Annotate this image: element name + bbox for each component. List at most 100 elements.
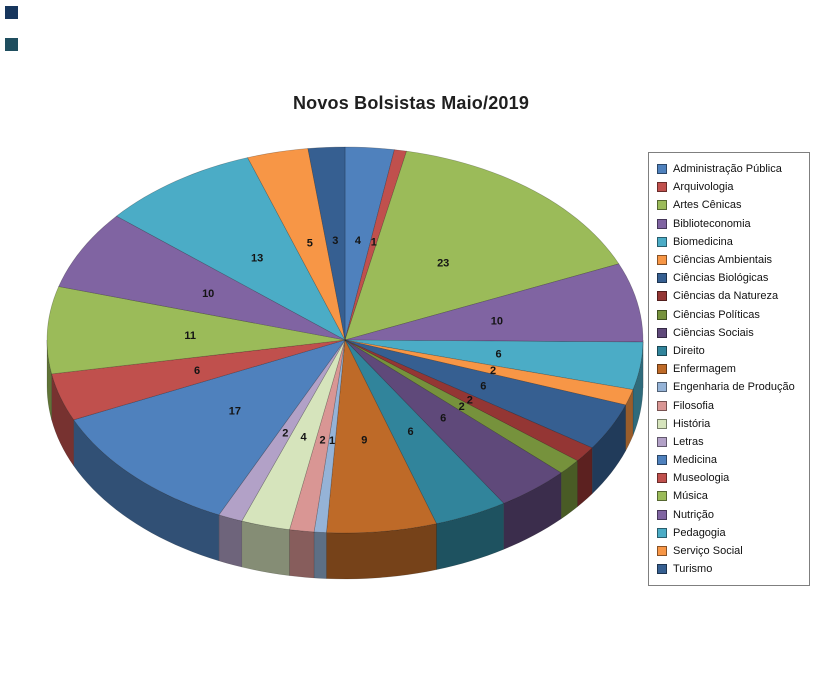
slice-value-label: 6	[440, 413, 446, 425]
legend-label: Ciências da Natureza	[673, 290, 779, 303]
legend-swatch	[657, 418, 667, 429]
pie-slice-side	[289, 529, 315, 579]
legend-label: Ciências Sociais	[673, 326, 754, 339]
slice-value-label: 5	[307, 237, 313, 249]
legend-item: Biomedicina	[654, 233, 804, 251]
slice-value-label: 10	[202, 288, 214, 300]
legend-swatch	[657, 164, 667, 175]
slice-value-label: 4	[355, 235, 362, 247]
pie-slice	[73, 339, 346, 516]
pie-slice	[241, 339, 346, 530]
legend-item: História	[654, 415, 804, 433]
legend-item: Letras	[654, 433, 804, 451]
legend-label: Música	[673, 490, 708, 503]
chart-title: Novos Bolsistas Maio/2019	[292, 93, 530, 113]
pie-slice	[344, 339, 627, 449]
legend-label: Ciências Ambientais	[673, 254, 773, 267]
legend-item: Ciências Políticas	[654, 306, 804, 324]
legend-label: Enfermagem	[673, 363, 736, 376]
legend-item: Filosofia	[654, 396, 804, 414]
legend-item: Museologia	[654, 469, 804, 487]
slice-value-label: 6	[480, 380, 486, 392]
legend-swatch	[657, 236, 667, 247]
pie-slice	[344, 146, 395, 341]
slice-value-label: 2	[459, 401, 465, 413]
legend-item: Nutrição	[654, 506, 804, 524]
legend-swatch	[657, 491, 667, 502]
slice-value-label: 2	[282, 428, 288, 440]
slice-value-label: 1	[329, 435, 335, 447]
legend-swatch	[657, 473, 667, 484]
legend-swatch	[657, 182, 667, 193]
slice-value-label: 17	[229, 406, 241, 418]
legend-label: Serviço Social	[673, 545, 743, 558]
legend-label: Ciências Políticas	[673, 308, 760, 321]
legend-item: Ciências Biológicas	[654, 269, 804, 287]
legend-item: Turismo	[654, 560, 804, 578]
legend-label: Nutrição	[673, 508, 714, 521]
legend-item: Engenharia de Produção	[654, 378, 804, 396]
legend-label: Biomedicina	[673, 235, 733, 248]
legend-label: Direito	[673, 344, 705, 357]
legend-swatch	[657, 291, 667, 302]
slice-value-label: 11	[184, 330, 196, 342]
corner-square-decoration	[5, 38, 18, 51]
legend-swatch	[657, 309, 667, 320]
legend-swatch	[657, 546, 667, 557]
slice-value-label: 6	[194, 365, 200, 377]
legend-item: Medicina	[654, 451, 804, 469]
corner-square-decoration	[5, 6, 18, 19]
legend-item: Enfermagem	[654, 360, 804, 378]
slice-value-label: 2	[319, 434, 325, 446]
legend-item: Ciências Ambientais	[654, 251, 804, 269]
pie-slice	[344, 339, 505, 525]
legend-item: Arquivologia	[654, 178, 804, 196]
legend-label: Arquivologia	[673, 181, 734, 194]
legend-swatch	[657, 509, 667, 520]
legend-label: Artes Cênicas	[673, 199, 742, 212]
legend-swatch	[657, 400, 667, 411]
slice-value-label: 13	[251, 252, 263, 264]
legend-label: Ciências Biológicas	[673, 272, 769, 285]
legend-item: Ciências Sociais	[654, 324, 804, 342]
pie-slice	[344, 339, 644, 390]
slice-value-label: 23	[437, 257, 449, 269]
legend-swatch	[657, 382, 667, 393]
slice-value-label: 2	[490, 365, 496, 377]
slice-value-label: 10	[491, 315, 503, 327]
legend-label: Biblioteconomia	[673, 217, 751, 230]
legend-swatch	[657, 327, 667, 338]
pie-slice	[307, 146, 346, 341]
slice-value-label: 4	[301, 432, 308, 444]
slice-value-label: 3	[332, 235, 338, 247]
pie-slice	[326, 338, 437, 534]
legend-label: Engenharia de Produção	[673, 381, 795, 394]
slice-value-label: 9	[361, 435, 367, 447]
legend-swatch	[657, 345, 667, 356]
legend-swatch	[657, 218, 667, 229]
legend-item: Administração Pública	[654, 160, 804, 178]
legend-item: Serviço Social	[654, 542, 804, 560]
pie-slice-side	[218, 514, 243, 568]
legend-swatch	[657, 527, 667, 538]
legend-swatch	[657, 436, 667, 447]
legend-label: Museologia	[673, 472, 730, 485]
pie-slice-side	[313, 531, 327, 579]
slice-value-label: 6	[408, 426, 414, 438]
legend-label: Administração Pública	[673, 163, 782, 176]
legend-swatch	[657, 564, 667, 575]
legend-item: Ciências da Natureza	[654, 287, 804, 305]
pie-slice	[344, 339, 562, 504]
slice-value-label: 1	[371, 236, 377, 248]
pie-slice	[46, 286, 346, 375]
legend-swatch	[657, 273, 667, 284]
pie-slice	[58, 215, 346, 341]
legend-item: Música	[654, 487, 804, 505]
pie-slice	[115, 157, 346, 341]
slice-value-label: 6	[495, 349, 501, 361]
pie-slice	[344, 150, 620, 341]
pie-slice	[218, 339, 346, 522]
slice-value-label: 2	[467, 395, 473, 407]
legend-swatch	[657, 364, 667, 375]
